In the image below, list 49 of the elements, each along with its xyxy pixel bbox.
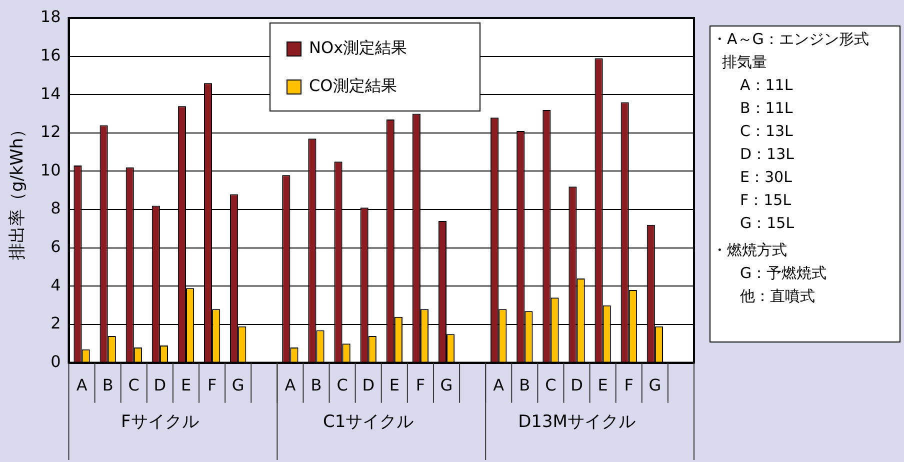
x-tick-label: C [545,376,556,395]
x-tick-label: B [310,376,322,395]
x-tick-label: B [519,376,530,395]
text: ・A～G：エンジン形式 [712,30,869,48]
x-tick-label: D [154,376,166,395]
x-tick-label: A [284,376,296,395]
y-tick-label: 12 [40,122,61,142]
x-tick-label: D [362,376,375,395]
text: D：13L [740,144,795,163]
legend-label: NOx測定結果 [309,38,408,58]
y-tick-label: 14 [40,84,61,103]
text: C：13L [740,122,794,140]
x-tick-label: G [648,376,662,395]
x-tick-label: E [389,376,400,395]
text: B：11L [740,98,794,117]
x-tick-label: F [416,376,426,395]
y-tick-label: 18 [40,7,61,26]
x-tick-label: F [624,376,634,395]
y-tick-label: 6 [50,237,61,256]
text: D13Mサイクル [518,412,636,432]
x-tick-label: A [493,376,504,395]
x-tick-label: C [336,376,348,395]
y-tick-label: 10 [40,160,61,180]
y-tick-label: 8 [50,198,61,218]
text: A：11L [740,76,794,94]
x-tick-label: E [180,376,192,395]
x-tick-label: F [207,376,217,395]
legend-label: CO測定結果 [309,76,397,96]
x-tick-label: G [232,376,244,395]
y-axis-title: 排出率（g/kWh） [8,120,28,260]
text: C1サイクル [323,412,414,432]
text: 他：直噴式 [740,286,815,305]
text: E：30L [740,168,793,186]
x-tick-label: D [570,376,583,395]
text: 排気量 [722,52,767,71]
text: Fサイクル [121,412,199,432]
text: G：15L [740,214,795,232]
x-tick-label: C [128,376,140,395]
y-tick-label: 0 [50,352,61,371]
y-tick-label: 16 [40,45,61,64]
x-tick-label: E [598,376,608,395]
x-tick-label: B [102,376,114,395]
x-tick-label: A [76,376,88,395]
text: G：予燃焼式 [740,264,827,282]
x-tick-label: G [440,376,453,395]
text: F：15L [740,190,792,209]
y-tick-label: 4 [50,275,61,294]
text: ・燃焼方式 [712,240,787,259]
y-tick-label: 2 [50,314,61,333]
